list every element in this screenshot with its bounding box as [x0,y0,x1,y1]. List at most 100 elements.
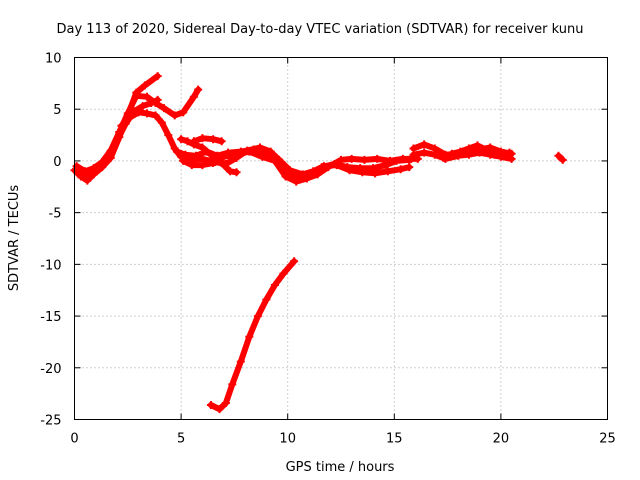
data-point [219,152,228,161]
data-point [505,148,514,157]
data-point [386,156,395,165]
data-point [170,111,179,120]
data-point [125,113,134,122]
data-point [226,167,235,176]
data-point [189,92,198,101]
data-point [558,155,567,164]
data-point [292,177,301,186]
data-point [383,167,392,176]
data-point [313,170,322,179]
data-point [215,405,224,414]
data-point [221,398,230,407]
x-tick-label: 10 [279,432,296,447]
x-tick-label: 0 [70,432,78,447]
data-point [179,156,188,165]
data-point [343,163,352,172]
data-point [194,85,203,94]
data-point [177,135,186,144]
grid-layer [74,57,608,420]
data-point [74,170,83,179]
data-point [290,257,299,266]
data-point [151,111,160,120]
data-point [475,148,484,157]
data-point [396,165,405,174]
data-point [198,161,207,170]
data-point [279,269,288,278]
data-point [456,147,465,156]
data-point [192,151,201,160]
data-point [490,150,499,159]
data-point [172,147,181,156]
data-point [236,357,245,366]
data-point [554,151,563,160]
data-point [245,147,254,156]
y-tick-label: -10 [40,258,61,273]
series-arc-9 [207,258,298,413]
data-point [187,161,196,170]
y-tick-label: -25 [40,414,61,429]
data-point [102,154,111,163]
data-point [464,144,473,153]
data-point [142,92,151,101]
data-point [72,162,81,171]
data-point [405,163,414,172]
data-point [91,167,100,176]
data-point [160,104,169,113]
x-tick-label: 15 [386,432,403,447]
data-point [117,121,126,130]
data-point [324,163,333,172]
data-point [198,134,207,143]
data-point [473,141,482,150]
data-point [430,150,439,159]
x-tick-label: 25 [599,432,616,447]
data-point [132,91,141,100]
data-point [228,380,237,389]
data-point [420,148,429,157]
y-tick-label: -5 [49,207,62,222]
data-point [140,81,149,90]
y-tick-label: 10 [45,52,62,67]
data-point [153,95,162,104]
data-point [164,131,173,140]
data-point [302,174,311,183]
data-point [270,281,279,290]
data-point [232,168,241,177]
data-point [209,135,218,144]
y-tick-label: -20 [40,362,61,377]
data-point [507,154,516,163]
data-point [134,108,143,117]
series-arc-3 [75,96,161,181]
y-tick-label: 5 [53,103,61,118]
data-point [481,145,490,154]
series-arc-8 [190,135,225,145]
data-point [258,152,267,161]
data-point [420,140,429,149]
x-tick-label: 20 [493,432,510,447]
y-axis-label: SDTVAR / TECUs [7,185,22,292]
data-point [206,150,215,159]
series-arc-1 [71,73,161,184]
chart-title: Day 113 of 2020, Sidereal Day-to-day VTE… [57,22,584,37]
data-point [181,150,190,159]
data-point [209,158,218,167]
data-point [398,154,407,163]
data-point [189,137,198,146]
data-point [253,312,262,321]
data-point [83,173,92,182]
data-point [217,137,226,146]
data-point [113,136,122,145]
series-layer [70,72,567,414]
series-arc-4 [118,109,413,178]
data-point [245,332,254,341]
data-point [439,153,448,162]
x-axis-label: GPS time / hours [286,460,395,475]
data-point [142,109,151,118]
data-point [360,155,369,164]
data-point [447,149,456,158]
data-point [337,155,345,164]
data-point [409,150,418,159]
y-tick-label: 0 [53,155,61,170]
data-point [157,118,166,127]
data-point [153,72,162,81]
